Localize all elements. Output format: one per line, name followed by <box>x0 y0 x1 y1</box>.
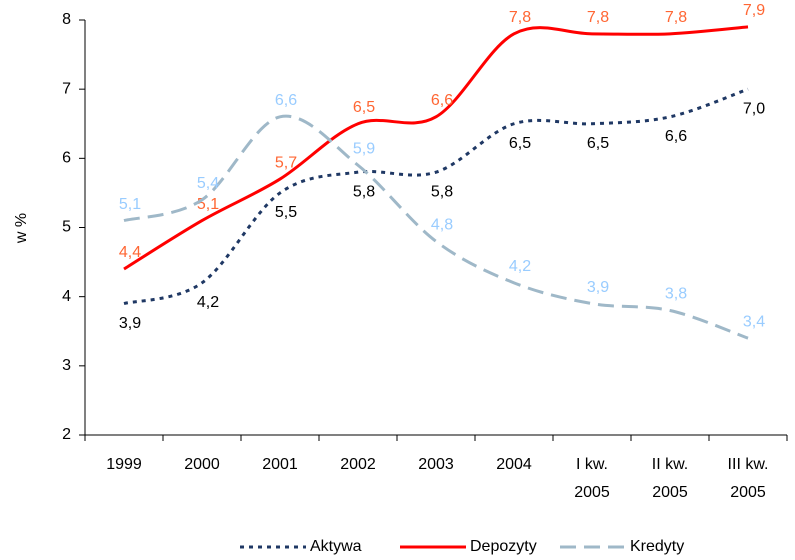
data-label: 7,8 <box>665 9 687 26</box>
y-tick-label: 2 <box>62 426 71 443</box>
data-label: 5,5 <box>275 204 297 221</box>
line <box>123 114 749 340</box>
data-label: 5,8 <box>431 183 453 200</box>
data-label: 4,2 <box>509 258 531 275</box>
y-tick-label: 3 <box>62 357 71 374</box>
data-label: 3,9 <box>587 279 609 296</box>
x-tick-label: 2000 <box>184 456 220 473</box>
x-tick-label: I kw. 2005 <box>574 456 610 501</box>
x-tick-label: 2002 <box>340 456 376 473</box>
data-label: 7,8 <box>587 9 609 26</box>
data-label: 5,8 <box>353 183 375 200</box>
x-tick-label: III kw. 2005 <box>727 456 769 501</box>
y-tick-label: 8 <box>62 11 71 28</box>
x-tick-label: 2001 <box>262 456 298 473</box>
data-label: 6,5 <box>353 99 375 116</box>
data-label: 4,8 <box>431 217 453 234</box>
line <box>123 87 749 306</box>
data-label: 3,8 <box>665 286 687 303</box>
data-label: 7,0 <box>743 100 765 117</box>
x-tick-label: 1999 <box>106 456 142 473</box>
data-label: 6,6 <box>275 92 297 109</box>
x-tick-label: 2003 <box>418 456 454 473</box>
data-label: 5,9 <box>353 140 375 157</box>
data-label: 5,4 <box>197 175 219 192</box>
legend-label: Depozyty <box>470 538 537 555</box>
legend-label: Kredyty <box>630 538 684 555</box>
data-label: 3,4 <box>743 313 765 330</box>
y-tick-label: 7 <box>62 80 71 97</box>
data-label: 4,2 <box>197 294 219 311</box>
x-tick-label: II kw. 2005 <box>651 456 689 501</box>
y-axis-label: w % <box>13 213 30 244</box>
data-label: 5,7 <box>275 154 297 171</box>
data-label: 6,5 <box>509 135 531 152</box>
line <box>123 25 749 271</box>
data-label: 7,8 <box>509 9 531 26</box>
y-tick-label: 6 <box>62 150 71 167</box>
x-tick-label: 2004 <box>496 456 532 473</box>
data-label: 4,4 <box>119 244 141 261</box>
data-label: 3,9 <box>119 315 141 332</box>
y-tick-label: 4 <box>62 288 71 305</box>
data-label: 6,6 <box>431 92 453 109</box>
data-label: 6,6 <box>665 128 687 145</box>
data-label: 7,9 <box>743 2 765 19</box>
data-label: 5,1 <box>119 196 141 213</box>
data-label: 6,5 <box>587 135 609 152</box>
y-tick-label: 5 <box>62 219 71 236</box>
legend-label: Aktywa <box>310 538 362 555</box>
data-label: 5,1 <box>197 196 219 213</box>
